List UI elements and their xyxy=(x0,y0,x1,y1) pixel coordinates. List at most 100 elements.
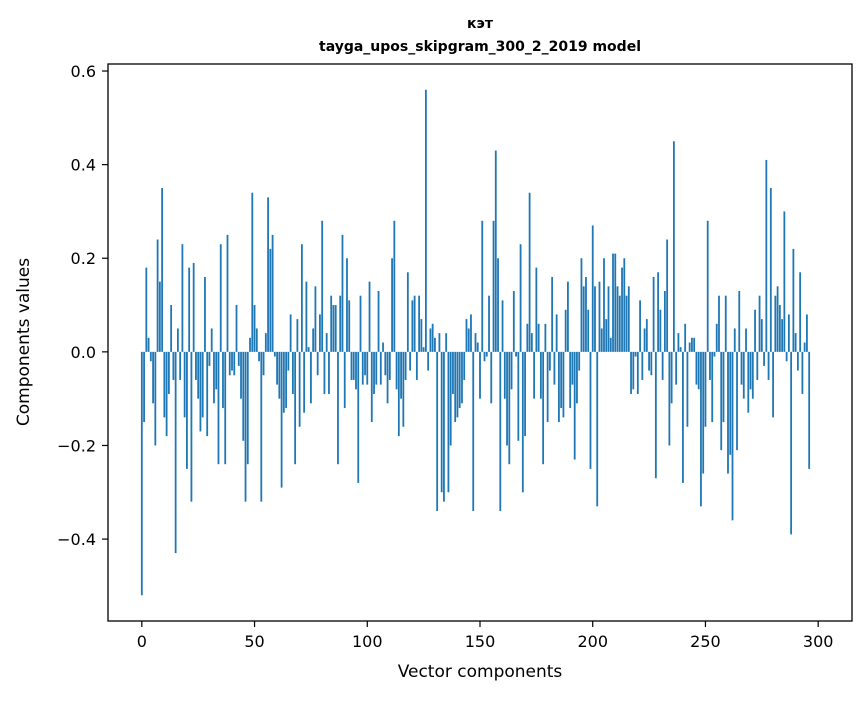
bar xyxy=(501,300,504,352)
bar xyxy=(639,300,641,352)
bar xyxy=(659,309,662,352)
bar xyxy=(578,351,581,371)
y-tick-label: 0.2 xyxy=(71,249,96,268)
bar xyxy=(249,337,251,352)
bar xyxy=(186,351,188,469)
bar xyxy=(490,351,493,404)
bar xyxy=(424,89,427,352)
bar xyxy=(756,351,759,380)
bar xyxy=(343,351,346,409)
bar xyxy=(508,351,511,465)
bar xyxy=(551,276,554,352)
bar xyxy=(470,314,472,352)
plot-frame xyxy=(107,63,853,622)
bar xyxy=(675,351,678,385)
bar xyxy=(765,159,768,352)
x-tick-label: 250 xyxy=(690,632,721,651)
bar xyxy=(357,351,360,483)
bar xyxy=(542,351,545,465)
bar xyxy=(569,351,572,409)
bar xyxy=(724,295,727,352)
bar xyxy=(691,337,693,352)
bar xyxy=(571,351,574,385)
bar xyxy=(359,295,362,352)
bar xyxy=(537,323,540,352)
bar xyxy=(176,328,179,352)
bar xyxy=(785,351,788,362)
bar xyxy=(627,286,630,352)
bar xyxy=(222,351,224,409)
bar xyxy=(589,351,592,469)
bar xyxy=(598,281,601,352)
bar xyxy=(479,351,481,399)
x-axis-ticks: 0 50 100 150 200 250 300 xyxy=(137,621,833,651)
bar xyxy=(312,328,315,352)
bar xyxy=(772,351,774,418)
bar xyxy=(431,323,434,352)
bar xyxy=(781,319,784,352)
bar xyxy=(488,295,490,352)
bar xyxy=(600,328,603,352)
bar xyxy=(751,351,754,399)
bar xyxy=(517,351,520,441)
y-axis-label: Components values xyxy=(14,258,34,426)
bar xyxy=(228,351,231,376)
bar xyxy=(562,351,565,418)
bar xyxy=(368,281,371,352)
bar xyxy=(201,351,204,418)
bar xyxy=(260,351,263,502)
bar xyxy=(736,351,738,451)
bar xyxy=(231,351,233,371)
bar xyxy=(702,351,705,474)
bar xyxy=(654,351,657,479)
bar xyxy=(143,351,145,423)
bar xyxy=(643,328,646,352)
bar xyxy=(539,351,542,399)
bar xyxy=(607,286,610,352)
bar xyxy=(483,351,486,362)
bar xyxy=(199,351,202,432)
bar xyxy=(287,351,290,371)
bar xyxy=(668,351,671,446)
bar xyxy=(152,351,154,404)
bar xyxy=(720,351,723,451)
bar xyxy=(641,351,644,380)
bar xyxy=(754,309,756,352)
bar xyxy=(454,351,457,423)
bar xyxy=(747,351,750,413)
bar xyxy=(400,351,402,399)
bar xyxy=(666,239,669,352)
bar xyxy=(154,351,157,446)
bar xyxy=(334,305,337,352)
bar xyxy=(652,276,655,352)
bar xyxy=(591,225,594,352)
bar xyxy=(515,351,517,357)
bar xyxy=(715,323,718,352)
bar xyxy=(713,351,716,357)
bar xyxy=(323,351,326,394)
bar xyxy=(526,323,529,352)
bar xyxy=(377,291,380,352)
bar xyxy=(803,342,806,352)
bar xyxy=(332,305,335,352)
bar xyxy=(415,351,418,380)
bar xyxy=(585,276,587,352)
bar xyxy=(262,351,265,376)
bar xyxy=(213,351,215,404)
bar xyxy=(727,351,729,474)
bar xyxy=(341,234,344,352)
bar xyxy=(429,328,432,352)
bar xyxy=(686,351,689,427)
bar xyxy=(596,351,599,507)
bar xyxy=(217,351,220,465)
bar xyxy=(458,351,461,409)
bar xyxy=(300,244,303,352)
bar xyxy=(792,248,795,352)
bar xyxy=(406,272,409,352)
bar xyxy=(774,295,777,352)
bar xyxy=(587,309,590,352)
bar xyxy=(650,351,653,376)
bar xyxy=(179,351,182,380)
bar xyxy=(402,351,405,427)
bar xyxy=(158,281,161,352)
